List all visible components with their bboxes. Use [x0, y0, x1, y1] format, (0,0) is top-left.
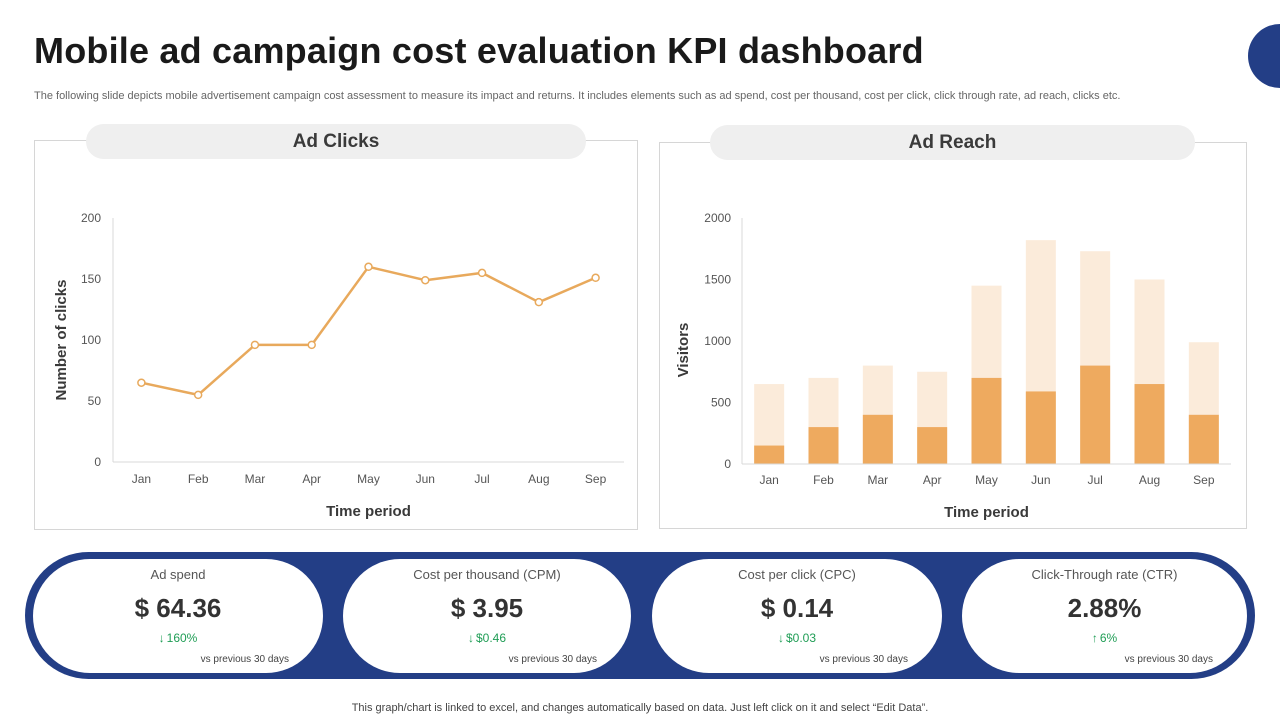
- data-point: [250, 340, 260, 350]
- data-point: [364, 262, 373, 272]
- y-tick-label: 200: [81, 211, 101, 225]
- x-tick-label: Feb: [813, 473, 834, 487]
- kpi-change: ↑ 6%: [1091, 631, 1118, 645]
- data-point: [534, 297, 544, 307]
- bar-value: [1134, 384, 1165, 464]
- x-tick-label: May: [975, 473, 998, 487]
- x-tick-label: Apr: [923, 473, 942, 487]
- kpi-value: $ 0.14: [760, 593, 834, 623]
- kpi-note: vs previous 30 days: [200, 654, 289, 665]
- kpi-note: vs previous 30 days: [1124, 654, 1213, 665]
- x-tick-label: Jun: [416, 472, 435, 486]
- kpi-card-ad-spend: Ad spend $ 64.36 ↓ 160% vs previous 30 da…: [33, 559, 323, 673]
- ad-clicks-panel: [34, 140, 638, 530]
- data-point: [421, 275, 430, 285]
- x-axis-title: Time period: [326, 503, 411, 520]
- arrow-up-icon: ↑: [1091, 631, 1098, 645]
- y-tick-label: 1000: [704, 334, 731, 348]
- y-tick-label: 150: [81, 272, 101, 286]
- kpi-label: Ad spend: [150, 567, 206, 582]
- y-tick-label: 2000: [704, 211, 731, 225]
- y-tick-label: 1500: [704, 273, 731, 287]
- x-tick-label: Mar: [867, 473, 888, 487]
- kpi-note: vs previous 30 days: [508, 654, 597, 665]
- x-tick-label: Sep: [1193, 473, 1215, 487]
- arrow-down-icon: ↓: [158, 631, 165, 645]
- kpi-label: Cost per click (CPC): [738, 567, 856, 582]
- kpi-card-ctr: Click-Through rate (CTR) 2.88% ↑ 6% vs pr…: [962, 559, 1247, 673]
- kpi-change: ↓ $0.03: [777, 631, 817, 645]
- kpi-note: vs previous 30 days: [819, 654, 908, 665]
- x-tick-label: Mar: [245, 472, 266, 486]
- arrow-down-icon: ↓: [777, 631, 784, 645]
- x-tick-label: Jan: [132, 472, 151, 486]
- x-tick-label: Apr: [302, 472, 321, 486]
- y-tick-label: 0: [94, 455, 101, 469]
- x-tick-label: Jul: [474, 472, 489, 486]
- kpi-value: $ 3.95: [450, 593, 524, 623]
- bar-value: [754, 445, 785, 464]
- bar-value: [1025, 391, 1056, 464]
- kpi-label: Click-Through rate (CTR): [1031, 567, 1178, 582]
- bar-value: [862, 414, 893, 464]
- page-subtitle: The following slide depicts mobile adver…: [34, 90, 1121, 102]
- x-tick-label: May: [357, 472, 380, 486]
- kpi-change: ↓ 160%: [158, 631, 198, 645]
- page-title: Mobile ad campaign cost evaluation KPI d…: [34, 30, 924, 71]
- y-tick-label: 100: [81, 333, 101, 347]
- bar-value: [971, 377, 1002, 464]
- y-tick-label: 0: [724, 457, 731, 471]
- data-point: [137, 378, 146, 387]
- x-tick-label: Jun: [1031, 473, 1050, 487]
- ad-reach-title: Ad Reach: [710, 125, 1195, 160]
- x-tick-label: Feb: [188, 472, 209, 486]
- x-tick-label: Aug: [528, 472, 549, 486]
- kpi-value: 2.88%: [1067, 593, 1142, 623]
- x-tick-label: Aug: [1139, 473, 1160, 487]
- data-point: [477, 268, 487, 278]
- kpi-card-cpc: Cost per click (CPC) $ 0.14 ↓ $0.03 vs pr…: [652, 559, 942, 673]
- y-axis-title: Visitors: [675, 323, 692, 378]
- y-tick-label: 500: [711, 396, 731, 410]
- arrow-down-icon: ↓: [467, 631, 474, 645]
- x-axis-title: Time period: [944, 504, 1029, 521]
- x-tick-label: Sep: [585, 472, 607, 486]
- ad-clicks-title: Ad Clicks: [86, 124, 586, 159]
- bar-value: [808, 427, 839, 464]
- kpi-value: $ 64.36: [134, 593, 222, 623]
- kpi-card-cpm: Cost per thousand (CPM) $ 3.95 ↓ $0.46 vs…: [343, 559, 631, 673]
- kpi-label: Cost per thousand (CPM): [413, 567, 561, 582]
- data-point: [307, 340, 316, 350]
- x-tick-label: Jan: [759, 473, 778, 487]
- footer-note: This graph/chart is linked to excel, and…: [351, 702, 929, 714]
- bar-value: [917, 427, 948, 464]
- data-point: [193, 390, 203, 400]
- data-point: [591, 273, 600, 283]
- bar-value: [1188, 414, 1219, 464]
- bar-value: [1080, 365, 1111, 464]
- x-tick-label: Jul: [1087, 473, 1102, 487]
- y-tick-label: 50: [88, 394, 102, 408]
- y-axis-title: Number of clicks: [53, 280, 70, 401]
- kpi-change: ↓ $0.46: [467, 631, 507, 645]
